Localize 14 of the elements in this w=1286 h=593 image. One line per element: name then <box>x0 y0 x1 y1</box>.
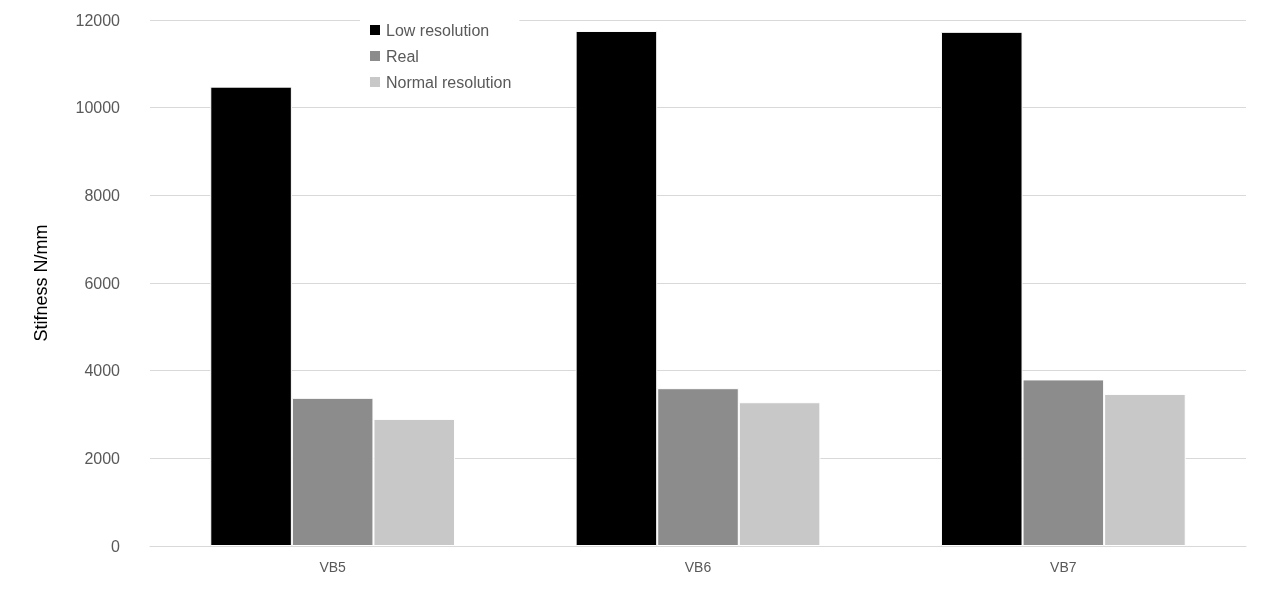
legend-label: Normal resolution <box>386 73 512 91</box>
x-tick-label: VB7 <box>1050 559 1077 575</box>
legend-label: Real <box>386 47 419 65</box>
y-axis-title: Stifness N/mm <box>31 224 51 342</box>
legend-label: Low resolution <box>386 21 490 39</box>
y-tick-label: 10000 <box>75 99 121 117</box>
x-tick-label: VB6 <box>684 559 712 575</box>
y-tick-label: 0 <box>111 537 121 555</box>
y-tick-label: 8000 <box>84 186 121 204</box>
y-tick-label: 12000 <box>75 11 121 29</box>
y-tick-label: 6000 <box>84 274 121 292</box>
y-tick-label: 4000 <box>84 362 121 380</box>
x-tick-label: VB5 <box>319 559 347 575</box>
y-tick-label: 2000 <box>84 449 121 467</box>
